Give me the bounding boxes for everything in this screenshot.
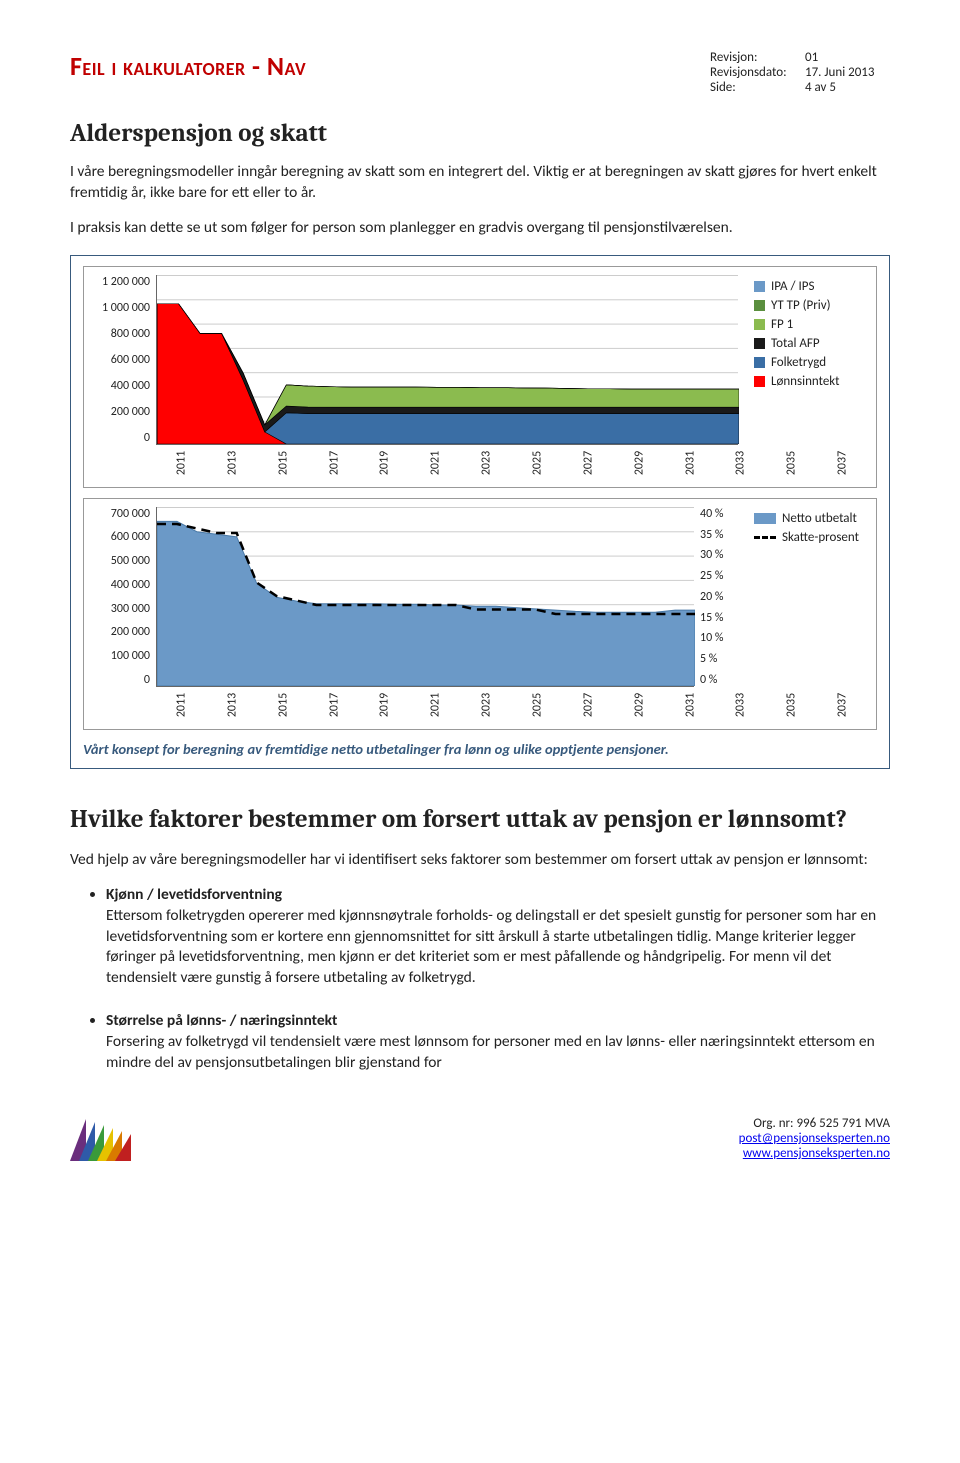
meta-val: 17. Juni 2013 (805, 65, 890, 80)
meta-val: 4 av 5 (805, 80, 890, 95)
section2-heading: Hvilke faktorer bestemmer om forsert utt… (70, 805, 890, 834)
chart-container: 1 200 0001 000 000800 000600 000400 0002… (70, 255, 890, 769)
net-payout-chart: 700 000600 000500 000400 000300 000200 0… (83, 498, 877, 730)
chart2-legend: Netto utbetaltSkatte-prosent (738, 507, 868, 687)
chart2-xaxis: 2011201320152017201920212023202520272029… (156, 691, 868, 719)
meta-key: Revisjon: (710, 50, 805, 65)
chart2-yaxis-right: 40 %35 %30 %25 %20 %15 %10 %5 %0 % (694, 507, 738, 687)
footer-email-link[interactable]: post@pensjonseksperten.no (739, 1131, 890, 1146)
page-footer: Org. nr: 996 525 791 MVA post@pensjonsek… (0, 1116, 960, 1191)
chart-caption: Vårt konsept for beregning av fremtidige… (83, 740, 877, 758)
chart1-legend: IPA / IPSYT TP (Priv)FP 1Total AFPFolket… (738, 275, 868, 445)
section1-p2: I praksis kan dette se ut som følger for… (70, 218, 890, 239)
footer-web-link[interactable]: www.pensjonseksperten.no (743, 1146, 890, 1161)
logo (70, 1119, 150, 1161)
section1-heading: Alderspensjon og skatt (70, 119, 890, 148)
footer-org: Org. nr: 996 525 791 MVA (739, 1116, 890, 1131)
page-title: Feil i kalkulatorer - Nav (70, 50, 306, 82)
revision-meta: Revisjon:01 Revisjonsdato:17. Juni 2013 … (710, 50, 890, 95)
income-composition-chart: 1 200 0001 000 000800 000600 000400 0002… (83, 266, 877, 488)
chart1-yaxis: 1 200 0001 000 000800 000600 000400 0002… (92, 275, 156, 445)
section2-intro: Ved hjelp av våre beregningsmodeller har… (70, 850, 890, 871)
chart1-plot (156, 275, 738, 445)
factor-list: Kjønn / levetidsforventningEttersom folk… (70, 885, 890, 1074)
chart2-yaxis-left: 700 000600 000500 000400 000300 000200 0… (92, 507, 156, 687)
meta-val: 01 (805, 50, 890, 65)
meta-key: Side: (710, 80, 805, 95)
section1-p1: I våre beregningsmodeller inngår beregni… (70, 162, 890, 204)
chart1-xaxis: 2011201320152017201920212023202520272029… (156, 449, 868, 477)
meta-key: Revisjonsdato: (710, 65, 805, 80)
chart2-plot (156, 507, 694, 687)
